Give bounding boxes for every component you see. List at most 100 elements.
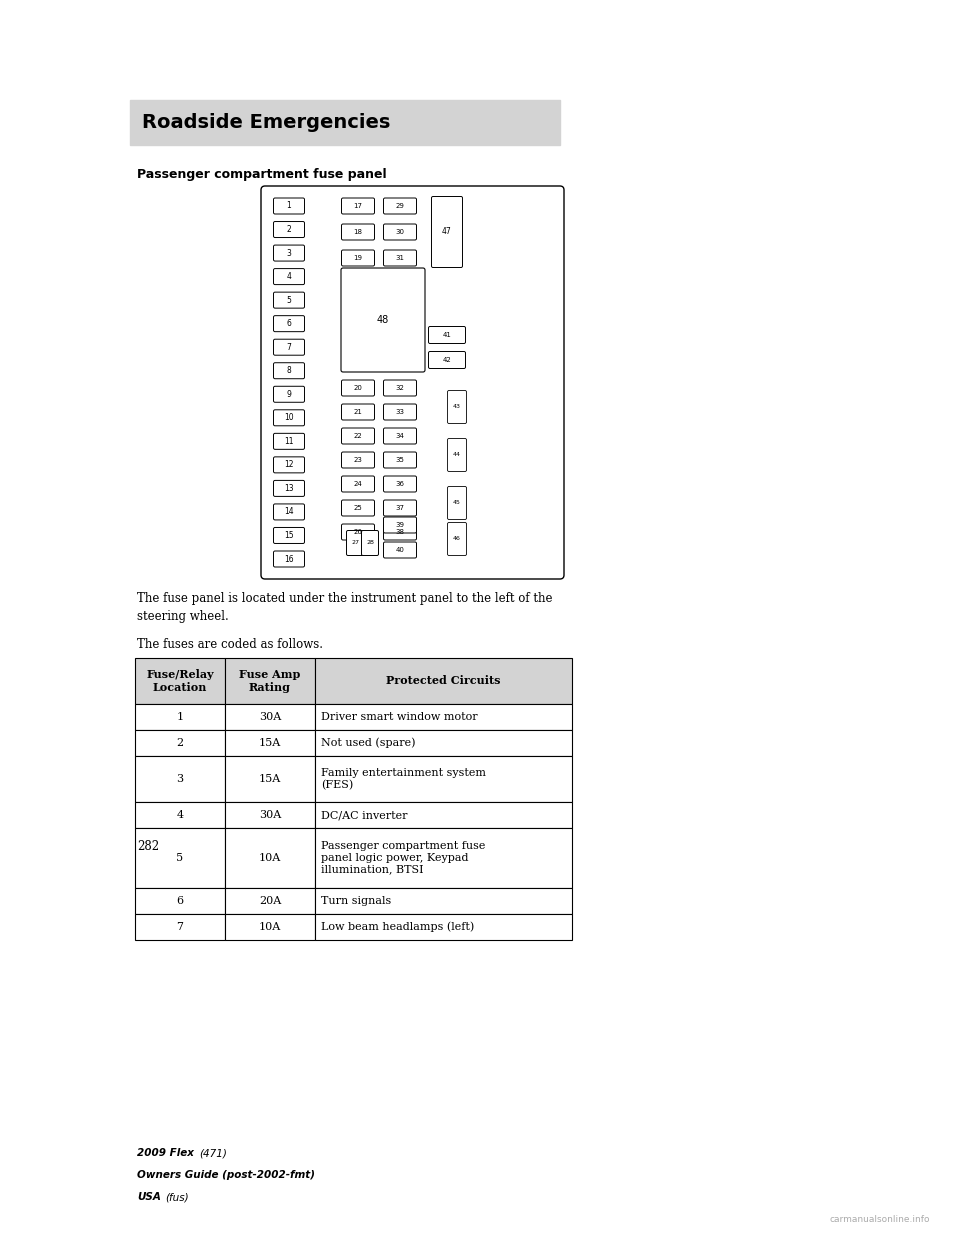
FancyBboxPatch shape bbox=[447, 523, 467, 555]
Bar bbox=[225, 658, 315, 704]
Text: DC/AC inverter: DC/AC inverter bbox=[321, 810, 407, 820]
Text: 31: 31 bbox=[396, 255, 404, 261]
FancyBboxPatch shape bbox=[431, 196, 463, 267]
Text: 15A: 15A bbox=[259, 738, 281, 748]
Bar bbox=[225, 730, 315, 756]
Text: 11: 11 bbox=[284, 437, 294, 446]
FancyBboxPatch shape bbox=[274, 245, 304, 261]
Text: Passenger compartment fuse panel: Passenger compartment fuse panel bbox=[137, 168, 387, 181]
FancyBboxPatch shape bbox=[383, 197, 417, 214]
FancyBboxPatch shape bbox=[383, 380, 417, 396]
Text: 25: 25 bbox=[353, 505, 362, 510]
FancyBboxPatch shape bbox=[447, 390, 467, 424]
Text: 30: 30 bbox=[396, 229, 404, 235]
Bar bbox=[225, 888, 315, 914]
Text: 47: 47 bbox=[443, 227, 452, 236]
Text: 14: 14 bbox=[284, 508, 294, 517]
FancyBboxPatch shape bbox=[274, 457, 304, 473]
Text: 4: 4 bbox=[177, 810, 183, 820]
FancyBboxPatch shape bbox=[383, 428, 417, 443]
Bar bbox=[315, 658, 572, 704]
Text: 282: 282 bbox=[137, 840, 159, 853]
Text: 1: 1 bbox=[177, 712, 183, 722]
Bar bbox=[135, 828, 225, 888]
FancyBboxPatch shape bbox=[341, 268, 425, 373]
Text: Passenger compartment fuse
panel logic power, Keypad
illumination, BTSI: Passenger compartment fuse panel logic p… bbox=[321, 841, 486, 874]
FancyBboxPatch shape bbox=[428, 351, 466, 369]
Text: 1: 1 bbox=[287, 201, 292, 210]
Bar bbox=[225, 802, 315, 828]
FancyBboxPatch shape bbox=[383, 224, 417, 240]
Text: 37: 37 bbox=[396, 505, 404, 510]
Text: 46: 46 bbox=[453, 537, 461, 542]
Bar bbox=[130, 101, 560, 145]
Bar bbox=[315, 802, 572, 828]
Text: 7: 7 bbox=[287, 343, 292, 351]
Text: 29: 29 bbox=[396, 202, 404, 209]
FancyBboxPatch shape bbox=[383, 452, 417, 468]
FancyBboxPatch shape bbox=[342, 476, 374, 492]
Text: 17: 17 bbox=[353, 202, 363, 209]
Bar bbox=[225, 704, 315, 730]
Text: 21: 21 bbox=[353, 409, 363, 415]
Bar bbox=[135, 802, 225, 828]
Text: 26: 26 bbox=[353, 529, 363, 535]
Text: 3: 3 bbox=[287, 248, 292, 257]
FancyBboxPatch shape bbox=[347, 530, 364, 555]
Text: 12: 12 bbox=[284, 461, 294, 469]
Text: Owners Guide (post-2002-fmt): Owners Guide (post-2002-fmt) bbox=[137, 1170, 315, 1180]
Text: The fuses are coded as follows.: The fuses are coded as follows. bbox=[137, 638, 323, 651]
FancyBboxPatch shape bbox=[274, 292, 304, 308]
Bar bbox=[315, 828, 572, 888]
Text: (fus): (fus) bbox=[165, 1192, 188, 1202]
Text: Low beam headlamps (left): Low beam headlamps (left) bbox=[321, 922, 474, 933]
FancyBboxPatch shape bbox=[274, 433, 304, 450]
FancyBboxPatch shape bbox=[274, 221, 304, 237]
FancyBboxPatch shape bbox=[342, 250, 374, 266]
Bar bbox=[135, 658, 225, 704]
Text: Fuse/Relay
Location: Fuse/Relay Location bbox=[146, 669, 214, 693]
Text: Fuse Amp
Rating: Fuse Amp Rating bbox=[239, 669, 300, 693]
FancyBboxPatch shape bbox=[342, 452, 374, 468]
FancyBboxPatch shape bbox=[274, 386, 304, 402]
FancyBboxPatch shape bbox=[383, 524, 417, 540]
FancyBboxPatch shape bbox=[447, 487, 467, 519]
Text: 18: 18 bbox=[353, 229, 363, 235]
Text: 19: 19 bbox=[353, 255, 363, 261]
FancyBboxPatch shape bbox=[342, 524, 374, 540]
FancyBboxPatch shape bbox=[274, 197, 304, 214]
Text: Turn signals: Turn signals bbox=[321, 895, 392, 905]
Text: 20A: 20A bbox=[259, 895, 281, 905]
Text: 38: 38 bbox=[396, 529, 404, 535]
FancyBboxPatch shape bbox=[342, 404, 374, 420]
FancyBboxPatch shape bbox=[383, 404, 417, 420]
FancyBboxPatch shape bbox=[447, 438, 467, 472]
Bar bbox=[315, 704, 572, 730]
FancyBboxPatch shape bbox=[342, 380, 374, 396]
Bar bbox=[315, 888, 572, 914]
Text: 3: 3 bbox=[177, 774, 183, 784]
FancyBboxPatch shape bbox=[383, 501, 417, 515]
Text: 27: 27 bbox=[351, 540, 359, 545]
Text: The fuse panel is located under the instrument panel to the left of the
steering: The fuse panel is located under the inst… bbox=[137, 592, 553, 623]
FancyBboxPatch shape bbox=[274, 481, 304, 497]
FancyBboxPatch shape bbox=[383, 542, 417, 558]
Text: 8: 8 bbox=[287, 366, 292, 375]
Text: 39: 39 bbox=[396, 522, 404, 528]
FancyBboxPatch shape bbox=[261, 186, 564, 579]
FancyBboxPatch shape bbox=[342, 197, 374, 214]
Text: 45: 45 bbox=[453, 501, 461, 505]
FancyBboxPatch shape bbox=[342, 501, 374, 515]
Text: Family entertainment system
(FES): Family entertainment system (FES) bbox=[321, 768, 486, 790]
FancyBboxPatch shape bbox=[428, 327, 466, 344]
Text: 28: 28 bbox=[366, 540, 374, 545]
Text: 23: 23 bbox=[353, 457, 363, 463]
Text: carmanualsonline.info: carmanualsonline.info bbox=[829, 1215, 930, 1225]
Bar bbox=[135, 756, 225, 802]
Bar bbox=[135, 914, 225, 940]
Text: 42: 42 bbox=[443, 356, 451, 363]
Text: 40: 40 bbox=[396, 546, 404, 553]
Text: 41: 41 bbox=[443, 332, 451, 338]
Text: 22: 22 bbox=[353, 433, 362, 438]
Text: 7: 7 bbox=[177, 922, 183, 932]
